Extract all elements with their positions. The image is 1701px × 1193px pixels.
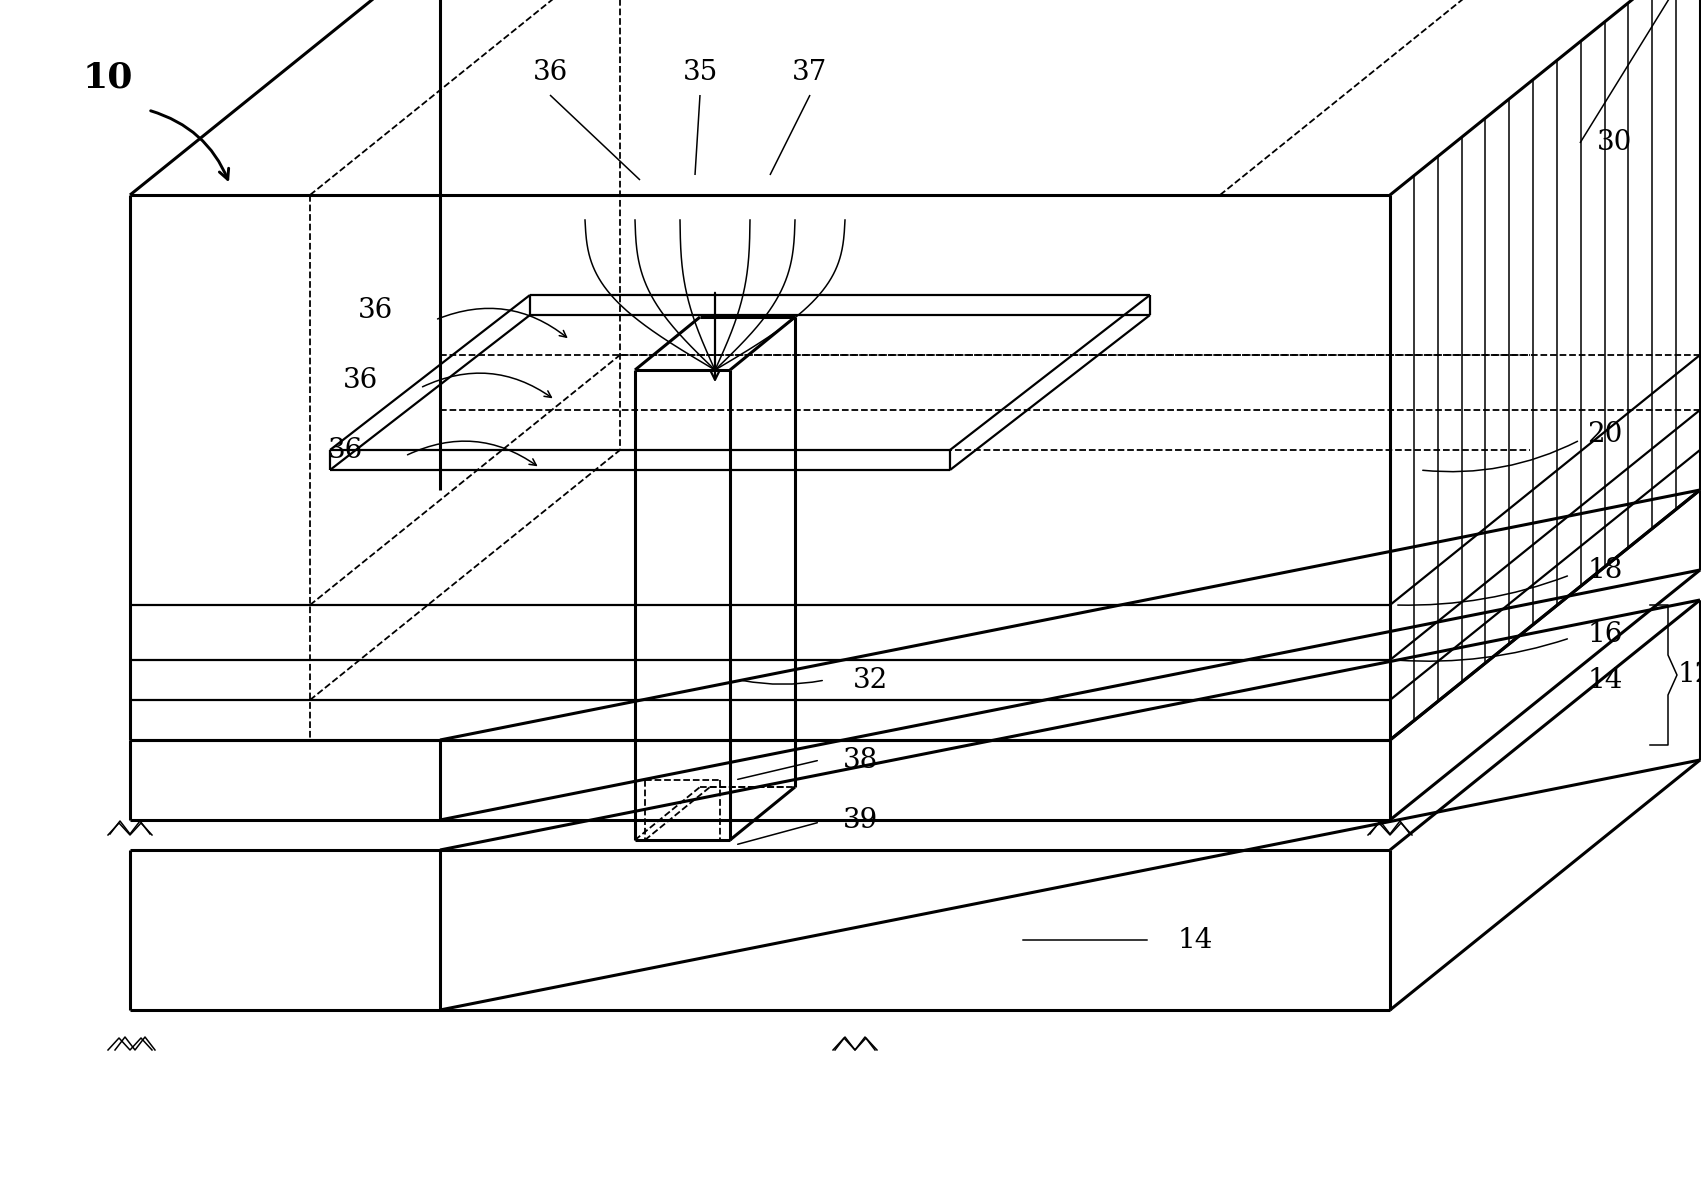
Text: 16: 16 [1587,622,1623,649]
Text: 32: 32 [852,667,888,693]
Text: 36: 36 [327,437,362,464]
Text: 36: 36 [532,58,568,86]
Text: 14: 14 [1177,927,1213,953]
Text: 36: 36 [342,366,378,394]
Text: 12: 12 [1677,661,1701,688]
Text: 10: 10 [83,61,133,95]
Text: 35: 35 [682,58,718,86]
Text: 36: 36 [357,297,393,323]
Text: 38: 38 [842,747,878,773]
Text: 18: 18 [1587,556,1623,583]
Text: 37: 37 [793,58,828,86]
Text: 14: 14 [1587,667,1623,693]
Text: 20: 20 [1587,421,1623,449]
Text: 39: 39 [842,806,878,834]
Text: 30: 30 [1597,130,1633,156]
